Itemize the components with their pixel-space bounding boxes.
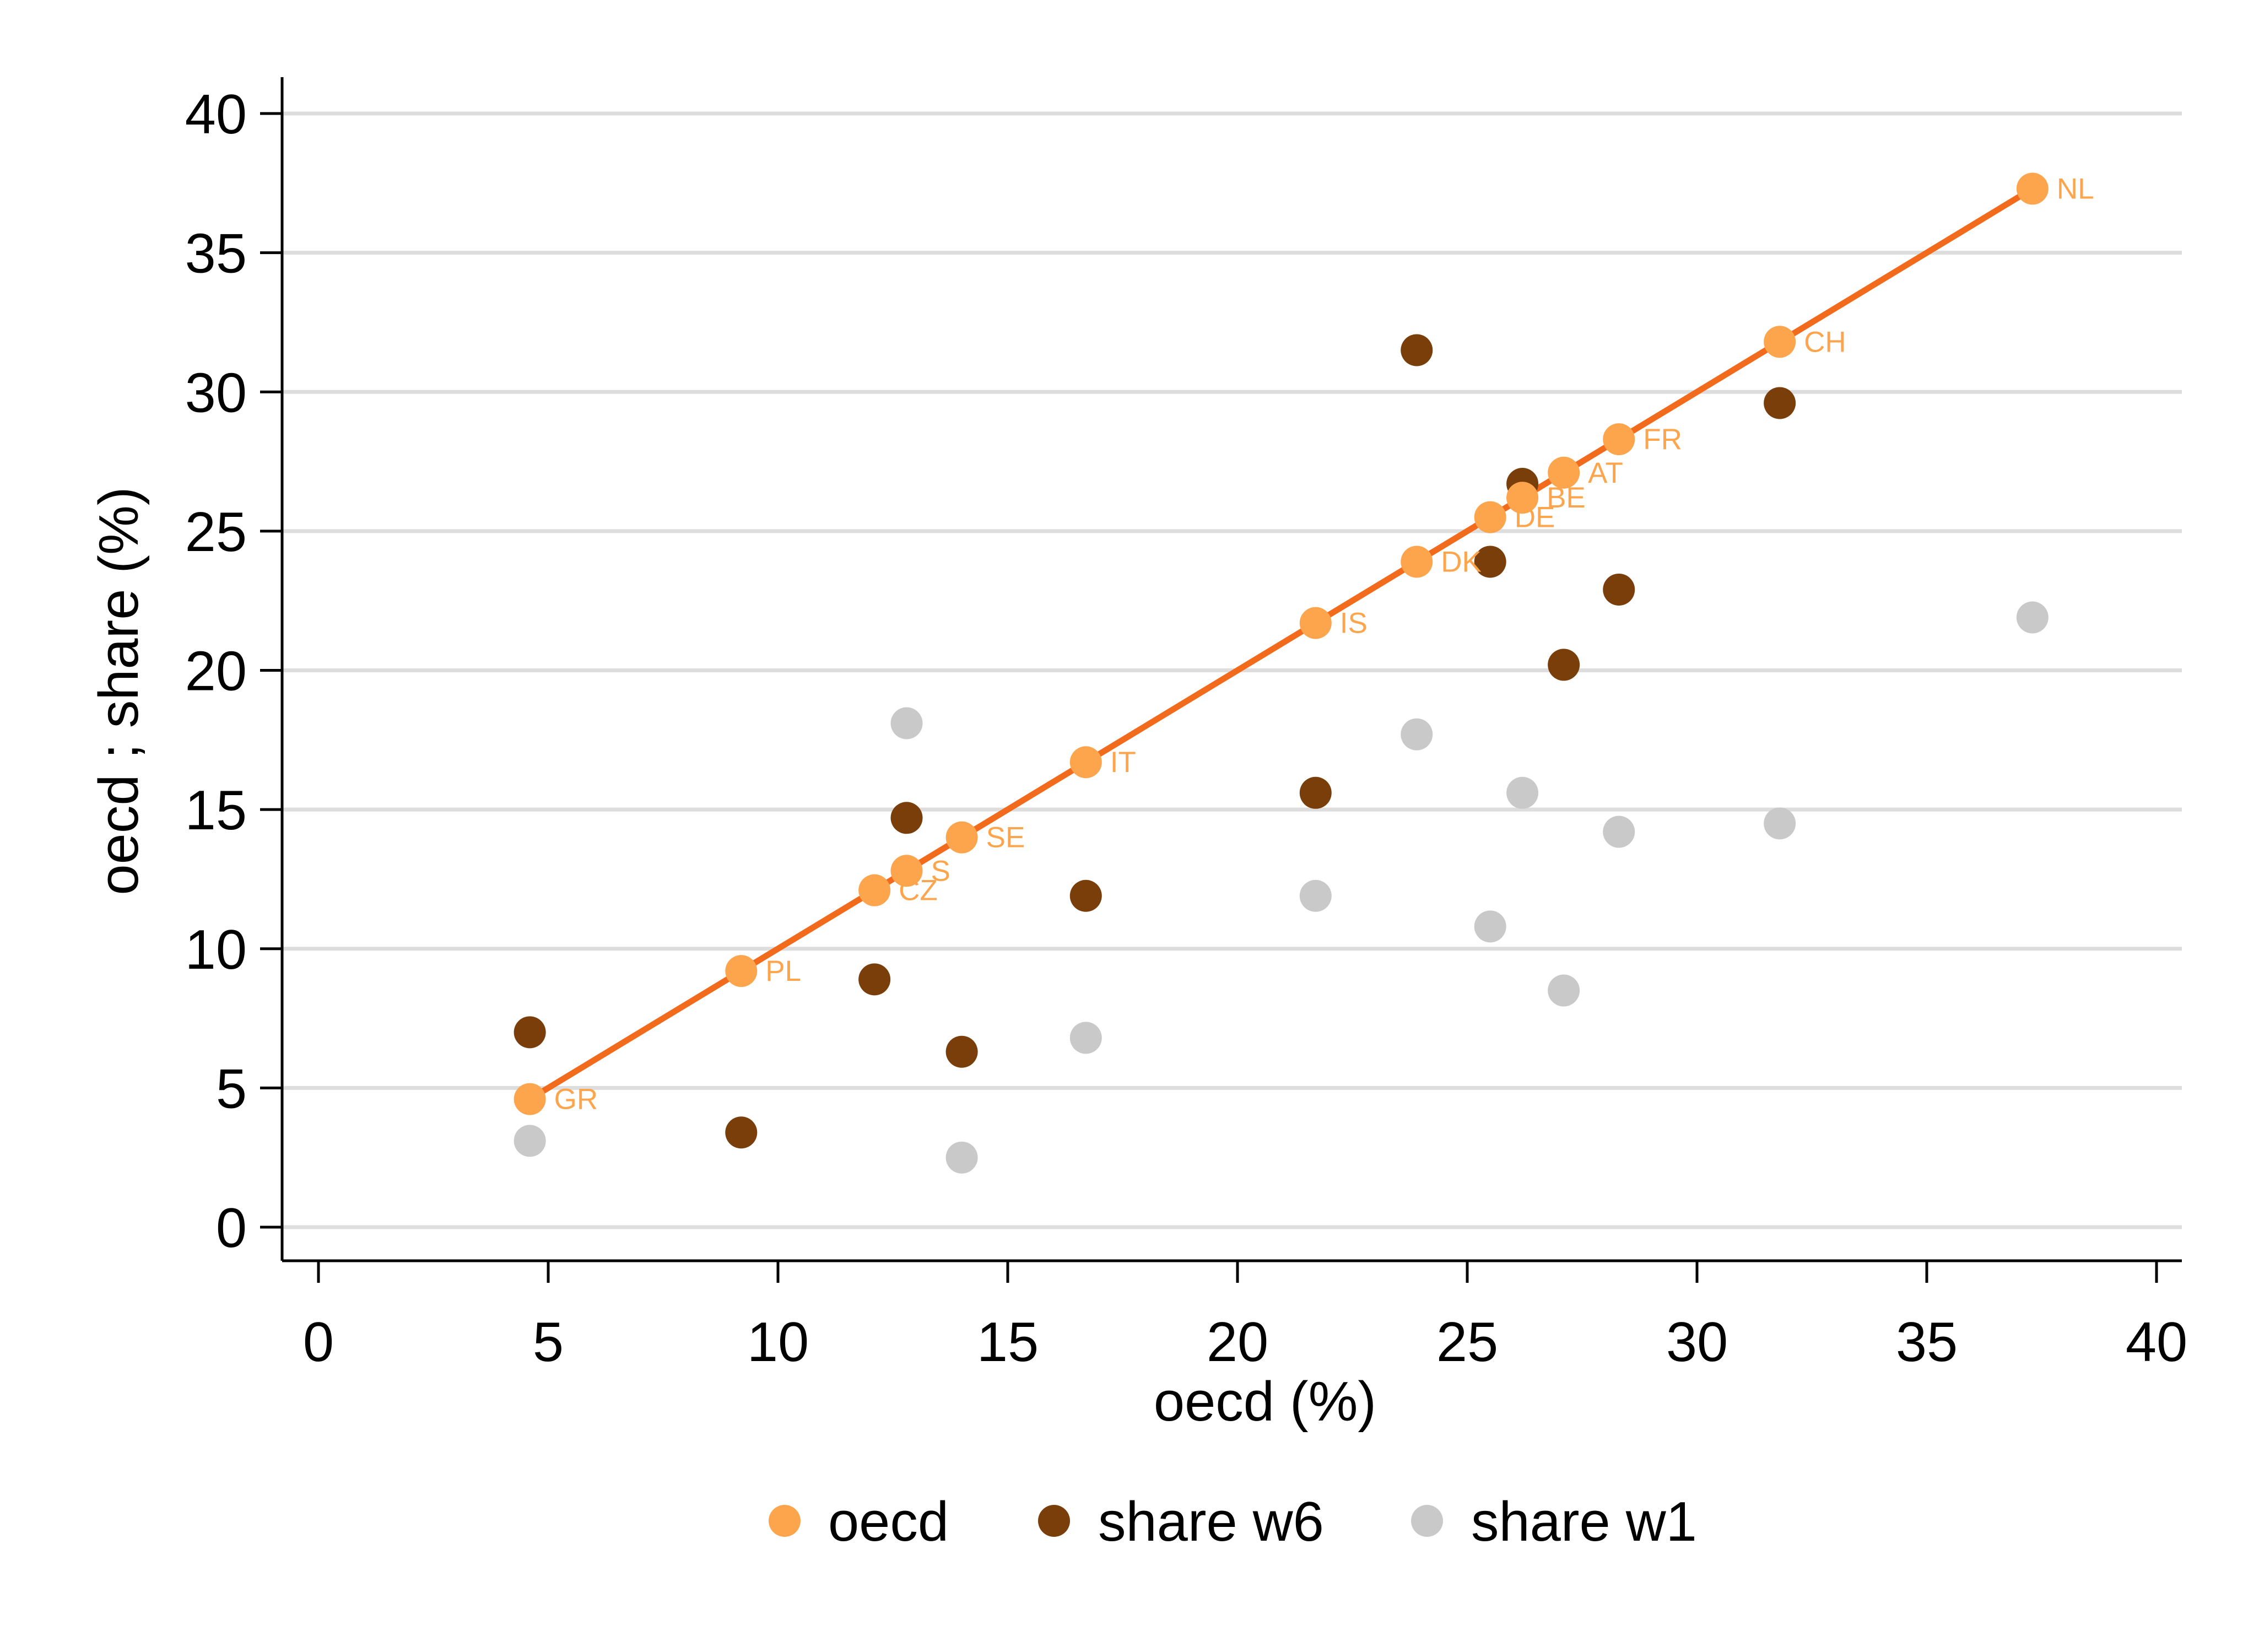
point-share-w1	[2016, 601, 2049, 634]
point-oecd	[890, 855, 923, 887]
point-share-w6	[1603, 573, 1635, 606]
point-share-w6	[1401, 334, 1433, 366]
x-tick-label: 0	[303, 1311, 334, 1373]
point-oecd	[1474, 501, 1506, 533]
point-share-w1	[1299, 879, 1332, 912]
point-oecd	[1069, 746, 1102, 779]
points-layer	[514, 172, 2049, 1174]
point-label: GR	[554, 1083, 598, 1116]
point-oecd	[858, 874, 891, 906]
point-share-w1	[1764, 807, 1796, 840]
point-share-w1	[1474, 910, 1506, 943]
point-label: BE	[1547, 482, 1586, 514]
x-tick-label: 15	[977, 1311, 1039, 1373]
point-share-w6	[725, 1116, 758, 1149]
point-share-w6	[945, 1035, 978, 1068]
fit-line-layer	[528, 186, 2034, 1102]
point-oecd	[725, 955, 758, 987]
point-share-w6	[858, 963, 891, 996]
legend-marker	[1038, 1505, 1070, 1537]
x-tick-label: 10	[747, 1311, 809, 1373]
point-label: NL	[2057, 172, 2094, 205]
y-axis-title: oecd ; share (%)	[88, 487, 150, 895]
point-share-w6	[1069, 879, 1102, 912]
point-label: IS	[1340, 607, 1368, 640]
legend-label: share w1	[1471, 1491, 1697, 1553]
point-share-w1	[945, 1141, 978, 1174]
point-share-w6	[1474, 546, 1506, 578]
point-label: AT	[1588, 457, 1623, 489]
point-label: DE	[1515, 501, 1555, 534]
y-tick-label: 35	[185, 223, 247, 285]
legend-label: share w6	[1098, 1491, 1324, 1553]
point-share-w1	[1603, 816, 1635, 848]
x-tick-label: 5	[533, 1311, 564, 1373]
point-label: CH	[1804, 326, 1846, 358]
point-label: S	[931, 855, 950, 887]
x-tick-label: 30	[1666, 1311, 1728, 1373]
point-label: IT	[1110, 746, 1136, 779]
point-oecd	[1506, 482, 1539, 514]
y-tick-label: 20	[185, 641, 247, 703]
y-tick-label: 0	[216, 1197, 247, 1259]
x-tick-label: 40	[2126, 1311, 2187, 1373]
x-tick-label: 35	[1896, 1311, 1958, 1373]
point-share-w1	[1548, 974, 1580, 1007]
point-oecd	[2016, 172, 2049, 205]
point-share-w6	[1548, 649, 1580, 681]
legend-marker	[1411, 1505, 1443, 1537]
point-share-w1	[1401, 718, 1433, 751]
x-tick-label: 25	[1436, 1311, 1498, 1373]
point-label: PL	[765, 955, 801, 987]
y-tick-label: 10	[185, 919, 247, 981]
point-oecd	[514, 1083, 546, 1115]
x-tick-label: 20	[1207, 1311, 1268, 1373]
point-oecd	[1548, 456, 1580, 489]
y-tick-label: 25	[185, 501, 247, 563]
point-share-w1	[514, 1125, 546, 1157]
fit-line	[528, 186, 2034, 1102]
y-tick-label: 40	[185, 84, 247, 145]
y-tick-label: 15	[185, 780, 247, 841]
point-share-w1	[1069, 1022, 1102, 1054]
point-label: SE	[986, 822, 1025, 854]
point-share-w6	[1299, 776, 1332, 809]
point-share-w1	[1506, 776, 1539, 809]
x-axis-title: oecd (%)	[1154, 1371, 1376, 1433]
point-oecd	[1401, 546, 1433, 578]
point-share-w6	[1764, 387, 1796, 419]
point-oecd	[1603, 423, 1635, 456]
point-oecd	[945, 821, 978, 854]
point-share-w1	[890, 707, 923, 739]
point-share-w6	[890, 802, 923, 834]
axes: 0 5 10 15 20 25 30 35 40 0 5 10 15 20 25 30 35 40	[185, 77, 2187, 1373]
legend-marker	[769, 1505, 801, 1537]
point-oecd	[1764, 326, 1796, 358]
point-label: DK	[1441, 546, 1482, 578]
legend: oecd share w6 share w1	[769, 1491, 1697, 1553]
legend-label: oecd	[828, 1491, 949, 1553]
point-label: CZ	[899, 874, 938, 907]
point-label: FR	[1643, 423, 1682, 456]
y-tick-label: 30	[185, 362, 247, 424]
point-oecd	[1299, 607, 1332, 639]
y-tick-label: 5	[216, 1058, 247, 1120]
point-share-w6	[514, 1016, 546, 1049]
